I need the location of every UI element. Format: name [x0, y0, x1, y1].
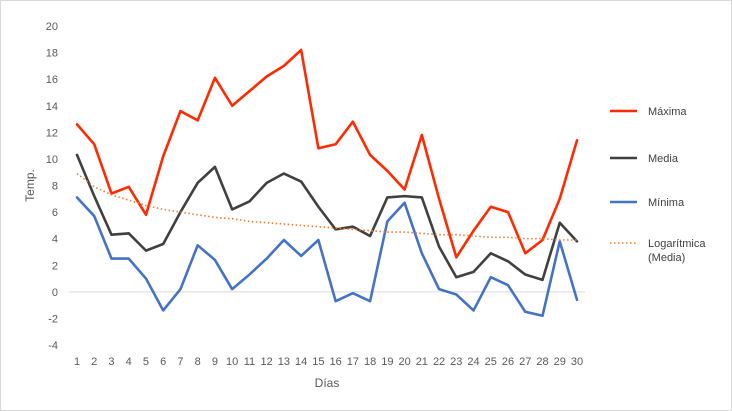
x-tick-label: 23 [450, 356, 462, 368]
y-tick-label: 20 [46, 21, 58, 33]
x-tick-label: 27 [519, 356, 531, 368]
y-tick-label: 2 [52, 260, 58, 272]
x-tick-label: 13 [278, 356, 290, 368]
trendline-group [76, 172, 577, 241]
x-tick-label: 26 [502, 356, 514, 368]
legend: Máxima Media Mínima Logarítmica (Media) [610, 106, 706, 264]
x-tick-label: 12 [261, 356, 273, 368]
y-tick-label: 6 [52, 207, 58, 219]
x-tick-label: 11 [244, 356, 255, 368]
x-axis-tick-labels: 1 2 3 4 5 6 7 8 9 10 11 12 13 14 15 16 17 18 19 20 21 22 23 24 2… [74, 356, 583, 368]
x-tick-label: 24 [467, 356, 479, 368]
x-tick-label: 21 [416, 356, 428, 368]
x-tick-label: 15 [312, 356, 324, 368]
y-tick-label: 12 [46, 127, 58, 139]
legend-label-trendline-line: Logarítmica [648, 238, 706, 250]
x-tick-label: 17 [347, 356, 359, 368]
x-tick-label: 28 [536, 356, 548, 368]
legend-label-trendline: Logarítmica (Media) [648, 238, 706, 264]
x-tick-label: 8 [195, 356, 201, 368]
series-line-2 [75, 196, 579, 318]
x-tick-label: 3 [108, 356, 114, 368]
x-tick-label: 1 [74, 356, 80, 368]
x-tick-label: 19 [381, 356, 393, 368]
x-tick-label: 7 [177, 356, 183, 368]
x-tick-label: 16 [329, 356, 341, 368]
trendline-logaritmica-media [76, 172, 577, 241]
x-tick-label: 9 [212, 356, 218, 368]
y-tick-label: -4 [48, 340, 58, 352]
legend-label-1: Media [648, 153, 679, 165]
legend-label-0: Máxima [648, 106, 687, 118]
x-tick-label: 4 [126, 356, 132, 368]
x-tick-label: 25 [485, 356, 497, 368]
x-tick-label: 2 [91, 356, 97, 368]
x-tick-label: 5 [143, 356, 149, 368]
y-tick-label: 0 [52, 287, 58, 299]
series-line-1 [75, 153, 579, 282]
x-tick-label: 6 [160, 356, 166, 368]
y-tick-label: 4 [52, 234, 58, 246]
x-tick-label: 29 [554, 356, 566, 368]
x-tick-label: 10 [226, 356, 238, 368]
y-axis-tick-labels: -4 -2 0 2 4 6 8 10 12 14 16 18 20 [46, 21, 58, 352]
y-axis-title: Temp. [23, 169, 37, 202]
y-tick-label: -2 [48, 313, 58, 325]
legend-label-trendline-line: (Media) [648, 252, 685, 264]
x-tick-label: 22 [433, 356, 445, 368]
y-tick-label: 18 [46, 48, 58, 60]
x-tick-label: 14 [295, 356, 307, 368]
x-tick-label: 18 [364, 356, 376, 368]
x-tick-label: 20 [398, 356, 410, 368]
series-line-0 [75, 48, 579, 259]
y-tick-label: 16 [46, 74, 58, 86]
y-tick-label: 8 [52, 181, 58, 193]
x-axis-title: Días [315, 376, 340, 390]
series-lines [75, 48, 579, 318]
x-tick-label: 30 [571, 356, 583, 368]
y-tick-label: 10 [46, 154, 58, 166]
legend-label-2: Mínima [648, 197, 685, 209]
y-tick-label: 14 [46, 101, 58, 113]
